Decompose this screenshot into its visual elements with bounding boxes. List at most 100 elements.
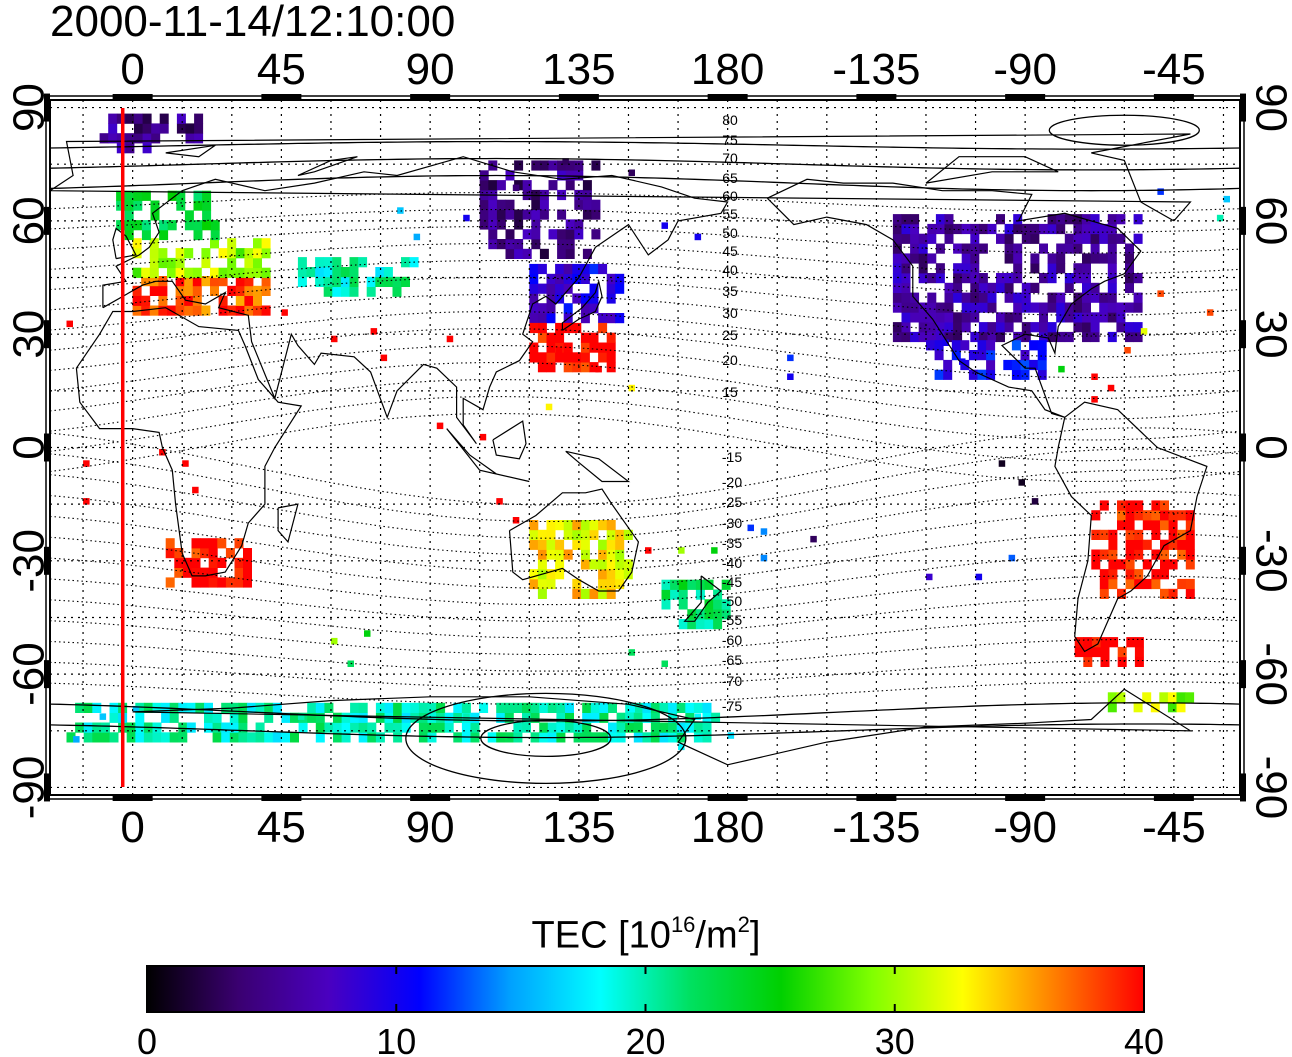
tec-cell	[1125, 559, 1135, 570]
tec-cell	[204, 712, 213, 723]
coastline	[102, 156, 729, 445]
tec-cell	[1142, 510, 1152, 521]
tec-cell	[1047, 292, 1057, 303]
tec-cell	[350, 722, 360, 733]
tec-cell	[970, 302, 980, 313]
tec-cell	[141, 276, 151, 287]
tec-cell	[668, 702, 678, 713]
tec-cell	[1090, 233, 1100, 244]
tec-cell	[100, 722, 110, 733]
tec-cell	[901, 312, 911, 323]
tec-cell	[1126, 637, 1136, 648]
lon-tick-label-bottom: 135	[542, 803, 615, 852]
lat-tick-label-right: -90	[1246, 756, 1292, 820]
contour-label: 80	[722, 112, 738, 128]
tec-cell	[892, 214, 902, 225]
tec-cell	[418, 712, 428, 723]
tec-cell	[537, 559, 547, 570]
tec-cell	[126, 732, 136, 743]
tec-cell	[935, 312, 945, 323]
tec-cell	[598, 539, 608, 550]
tec-cell	[1176, 702, 1186, 713]
tec-cell	[200, 567, 210, 578]
tec-cell	[953, 263, 963, 274]
tick-bar-bottom	[1005, 795, 1046, 801]
tick-bar-right	[1240, 320, 1246, 349]
tec-cell	[218, 276, 228, 287]
colorbar: 0 10 20 30 40	[137, 965, 1164, 1057]
tec-cell	[702, 722, 712, 733]
tec-cell	[910, 223, 920, 235]
tec-cell	[960, 340, 970, 351]
tec-cell	[927, 233, 937, 244]
tec-cell	[83, 498, 90, 505]
tec-cell	[1047, 322, 1057, 333]
tec-cell	[1039, 322, 1048, 333]
tec-cell	[221, 732, 231, 743]
tec-cell	[1029, 359, 1039, 371]
tec-cell	[109, 732, 119, 743]
tec-cell	[150, 200, 160, 211]
tec-cell	[192, 285, 202, 296]
tec-cell	[589, 529, 599, 540]
tec-cell	[397, 207, 404, 214]
tec-cell	[589, 283, 599, 294]
tec-cell	[661, 589, 671, 600]
tec-cell	[331, 335, 338, 343]
tec-cell	[572, 273, 582, 284]
tec-cell	[529, 569, 539, 580]
tec-cell	[463, 713, 470, 720]
tec-cell	[333, 732, 342, 743]
tec-cell	[1116, 312, 1126, 323]
tec-cell	[606, 588, 616, 599]
tec-cell	[539, 722, 549, 733]
tec-cell	[235, 285, 245, 296]
tec-cell	[539, 209, 549, 220]
tec-cell	[961, 322, 971, 333]
tec-cell	[606, 313, 616, 324]
tec-cell	[1099, 223, 1109, 235]
tec-cell	[488, 180, 498, 191]
tec-cell	[116, 220, 126, 231]
tick-bar-top	[261, 94, 302, 100]
tec-cell	[1125, 253, 1134, 264]
tec-cell	[358, 722, 368, 733]
tec-cell	[591, 160, 601, 171]
tec-cell	[272, 702, 282, 713]
tec-cell	[1073, 273, 1083, 284]
tec-cell	[505, 199, 515, 210]
tec-cell	[530, 712, 540, 723]
tec-cell	[1117, 500, 1126, 511]
tec-cell	[702, 732, 712, 743]
tick-bar-bottom	[1153, 795, 1194, 801]
tec-cell	[315, 712, 325, 723]
tec-cell	[589, 588, 599, 599]
contour-line	[50, 681, 1240, 705]
tec-cell	[1056, 214, 1066, 225]
tec-cell	[367, 722, 377, 733]
contour-line	[50, 395, 1240, 462]
tec-cell	[565, 722, 574, 733]
tec-cell	[1125, 529, 1135, 540]
tec-cell	[961, 292, 971, 303]
tec-cell	[580, 362, 590, 373]
tec-cell	[978, 282, 988, 293]
tec-cell	[1090, 253, 1100, 264]
tec-cell	[158, 305, 168, 316]
tec-cell	[546, 283, 556, 294]
tec-cell	[539, 199, 549, 210]
tec-cell	[615, 539, 625, 550]
tec-cell	[184, 210, 194, 221]
lat-tick-label-left: 0	[5, 435, 54, 459]
tec-cell	[1082, 312, 1091, 323]
tec-cell	[557, 229, 567, 240]
tec-cell	[986, 359, 996, 371]
tec-cell	[1168, 539, 1178, 550]
lat-tick-label-right: 30	[1246, 310, 1292, 359]
tec-cell	[235, 267, 245, 278]
lon-tick-label-top: 135	[542, 45, 615, 94]
contour-label: 30	[722, 305, 738, 321]
tec-cell	[522, 702, 531, 713]
tec-cell	[633, 722, 643, 733]
tec-cell	[557, 209, 567, 220]
